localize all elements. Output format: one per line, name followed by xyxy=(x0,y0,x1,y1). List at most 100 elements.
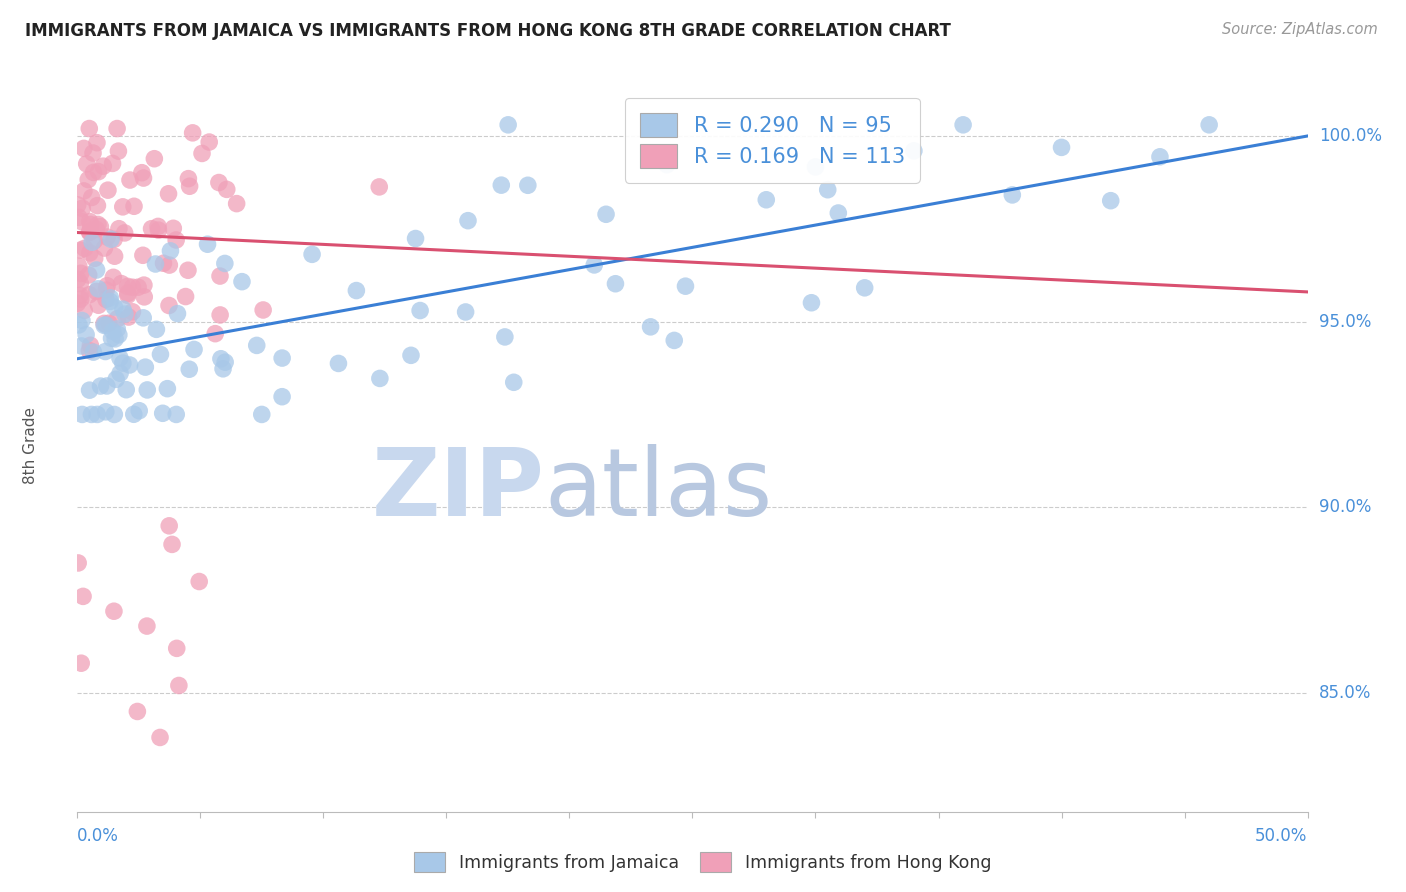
Point xyxy=(94,405,117,419)
Point xyxy=(159,244,181,258)
Point xyxy=(152,256,174,270)
Point xyxy=(605,277,627,291)
Point xyxy=(134,360,156,375)
Point xyxy=(80,408,103,422)
Point xyxy=(67,318,90,332)
Point xyxy=(664,334,686,348)
Point xyxy=(165,233,187,247)
Point xyxy=(1099,194,1122,208)
Point xyxy=(70,313,93,327)
Point xyxy=(301,247,323,261)
Point xyxy=(209,351,232,366)
Point xyxy=(69,266,91,280)
Point xyxy=(804,160,827,174)
Point xyxy=(128,403,150,417)
Point xyxy=(496,118,519,132)
Point xyxy=(73,184,96,198)
Point xyxy=(77,268,100,282)
Point xyxy=(231,275,253,289)
Point xyxy=(79,224,101,238)
Point xyxy=(181,126,204,140)
Point xyxy=(595,207,617,221)
Point xyxy=(66,198,89,212)
Point xyxy=(122,407,145,421)
Text: 100.0%: 100.0% xyxy=(1319,127,1382,145)
Point xyxy=(191,146,214,161)
Point xyxy=(166,307,188,321)
Point xyxy=(70,339,93,353)
Point xyxy=(89,219,111,234)
Point xyxy=(67,211,90,225)
Point xyxy=(160,537,183,551)
Point xyxy=(69,292,91,306)
Text: ZIP: ZIP xyxy=(373,444,546,536)
Point xyxy=(157,186,180,201)
Point xyxy=(84,222,107,236)
Point xyxy=(491,178,513,193)
Point xyxy=(82,235,104,250)
Point xyxy=(82,165,104,179)
Text: 85.0%: 85.0% xyxy=(1319,684,1371,702)
Point xyxy=(157,258,180,272)
Point xyxy=(121,305,143,319)
Point xyxy=(165,408,187,422)
Point xyxy=(516,178,538,193)
Point xyxy=(79,218,101,232)
Point xyxy=(73,303,96,318)
Point xyxy=(177,263,200,277)
Point xyxy=(457,213,479,227)
Point xyxy=(79,338,101,352)
Point xyxy=(225,196,247,211)
Point xyxy=(118,358,141,372)
Point xyxy=(179,362,201,376)
Point xyxy=(368,371,391,385)
Point xyxy=(136,383,159,397)
Point xyxy=(98,294,121,309)
Point xyxy=(127,705,149,719)
Point xyxy=(69,243,91,257)
Point xyxy=(1001,188,1024,202)
Point xyxy=(72,590,94,604)
Point xyxy=(67,259,90,273)
Text: 0.0%: 0.0% xyxy=(77,827,120,845)
Point xyxy=(405,231,427,245)
Point xyxy=(817,183,839,197)
Point xyxy=(502,376,524,390)
Point xyxy=(174,289,197,303)
Point xyxy=(77,172,100,186)
Point xyxy=(134,290,156,304)
Point xyxy=(100,232,122,246)
Point xyxy=(73,141,96,155)
Point xyxy=(188,574,211,589)
Point xyxy=(167,678,190,692)
Point xyxy=(91,159,114,173)
Point xyxy=(94,293,117,307)
Point xyxy=(952,118,974,132)
Point xyxy=(105,372,128,386)
Point xyxy=(252,303,274,318)
Text: 50.0%: 50.0% xyxy=(1256,827,1308,845)
Point xyxy=(79,214,101,228)
Point xyxy=(94,318,117,332)
Point xyxy=(69,277,91,291)
Point xyxy=(132,278,155,293)
Point xyxy=(115,383,138,397)
Point xyxy=(103,232,125,246)
Point xyxy=(214,256,236,270)
Point xyxy=(104,332,127,346)
Point xyxy=(494,330,516,344)
Point xyxy=(755,193,778,207)
Point xyxy=(675,279,697,293)
Point xyxy=(827,206,849,220)
Point xyxy=(271,351,294,365)
Point xyxy=(149,347,172,361)
Point xyxy=(103,270,125,285)
Point xyxy=(157,518,180,533)
Point xyxy=(82,345,104,359)
Point xyxy=(103,408,125,422)
Point xyxy=(141,221,163,235)
Text: 90.0%: 90.0% xyxy=(1319,499,1371,516)
Text: Source: ZipAtlas.com: Source: ZipAtlas.com xyxy=(1222,22,1378,37)
Point xyxy=(145,322,167,336)
Point xyxy=(132,248,155,262)
